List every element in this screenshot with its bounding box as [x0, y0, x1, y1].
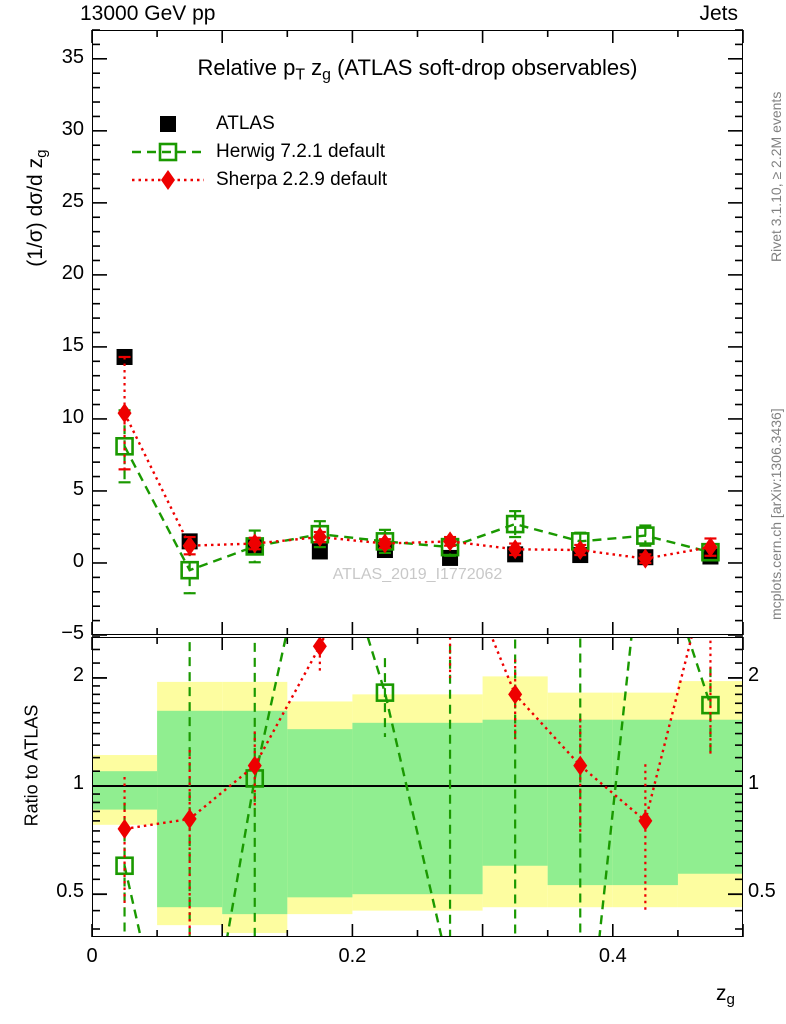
x-tick-label: 0.4 [598, 945, 627, 967]
legend-marker [130, 168, 206, 192]
ratio-data-point [312, 638, 327, 657]
x-tick-label: 0.2 [338, 945, 367, 967]
legend-label: Herwig 7.2.1 default [216, 141, 385, 162]
ratio-data-point [115, 856, 134, 876]
data-point [377, 533, 392, 554]
y-tick-label-main: 5 [72, 477, 84, 500]
ratio-data-point [638, 810, 653, 831]
data-point [117, 403, 132, 424]
y-tick-label-main: 0 [72, 549, 84, 572]
band-inner-segment [612, 719, 678, 886]
y-tick-label-ratio: 2 [72, 663, 84, 686]
y-tick-label-main: 15 [61, 333, 84, 356]
x-axis-label: zg [716, 982, 735, 1008]
legend-entry: Sherpa 2.2.9 default [130, 166, 387, 194]
legend-marker [130, 140, 206, 164]
data-point [115, 436, 134, 456]
ratio-data-point [247, 755, 262, 776]
data-point [182, 535, 197, 556]
plot-title-prefix: Relative p [197, 55, 296, 80]
band-inner-segment [352, 722, 418, 895]
plot-title: Relative pT zg (ATLAS soft-drop observab… [92, 55, 743, 84]
plot-title-suffix: (ATLAS soft-drop observables) [330, 55, 638, 80]
header-process-label: Jets [699, 2, 738, 25]
data-point [638, 548, 653, 569]
series-line [123, 412, 711, 560]
legend-symbol [158, 142, 178, 162]
legend-marker [130, 112, 206, 136]
data-point [703, 537, 718, 558]
data-point [443, 531, 458, 552]
plot-title-sub-t: T [295, 66, 306, 84]
ratio-data-point [375, 683, 395, 702]
ratio-axis-ticks [91, 636, 744, 937]
y-tick-label-main: 10 [61, 405, 84, 428]
y-tick-label-main: 35 [61, 45, 84, 68]
y-tick-label-ratio-right: 1 [748, 772, 760, 795]
data-point [247, 533, 262, 554]
x-axis-label-sub: g [726, 991, 735, 1009]
ratio-series [117, 638, 712, 936]
series-line [123, 445, 711, 572]
y-tick-label-ratio: 1 [72, 772, 84, 795]
legend-symbol [161, 170, 175, 190]
y-tick-label-ratio: 0.5 [56, 880, 84, 903]
legend-entry: Herwig 7.2.1 default [130, 138, 387, 166]
ratio-data-point [508, 684, 523, 705]
x-tick-label: 0 [86, 945, 98, 967]
legend: ATLAS Herwig 7.2.1 default Sherpa 2.2.9 de… [130, 110, 387, 194]
y-tick-label-ratio-right: 2 [748, 663, 760, 686]
band-inner-segment [677, 719, 742, 874]
legend-symbol [160, 116, 176, 132]
y-tick-label-main: 30 [61, 117, 84, 140]
main-axis-ticks [91, 29, 744, 636]
main-plot-frame [92, 30, 743, 635]
band-inner-segment [417, 722, 483, 895]
plot-title-sub-g: g [322, 66, 331, 84]
legend-label: ATLAS [216, 113, 275, 134]
data-point [505, 514, 525, 534]
legend-entry: ATLAS [130, 110, 387, 138]
y-tick-label-ratio-right: 0.5 [748, 880, 776, 903]
plot-title-mid: z [305, 55, 323, 80]
y-tick-label-main: 20 [61, 261, 84, 284]
data-point [573, 540, 588, 561]
legend-label: Sherpa 2.2.9 default [216, 169, 388, 190]
data-point [312, 527, 327, 548]
ratio-data-point [573, 755, 588, 776]
y-tick-label-main: −5 [61, 622, 84, 644]
main-series-layer [115, 348, 720, 595]
ratio-data-point [182, 808, 197, 829]
data-point [636, 526, 655, 545]
data-point [180, 560, 199, 580]
x-axis-label-text: z [716, 982, 727, 1005]
analysis-watermark: ATLAS_2019_I1772062 [332, 566, 503, 583]
ratio-series-layer [115, 638, 720, 936]
header-beam-label: 13000 GeV pp [80, 2, 216, 25]
series-sherpa [117, 355, 718, 569]
band-inner-segment [287, 729, 353, 898]
y-tick-label-main: 25 [61, 189, 84, 212]
ratio-data-point [117, 818, 132, 839]
data-point [508, 539, 523, 560]
uncertainty-bands [93, 676, 742, 933]
